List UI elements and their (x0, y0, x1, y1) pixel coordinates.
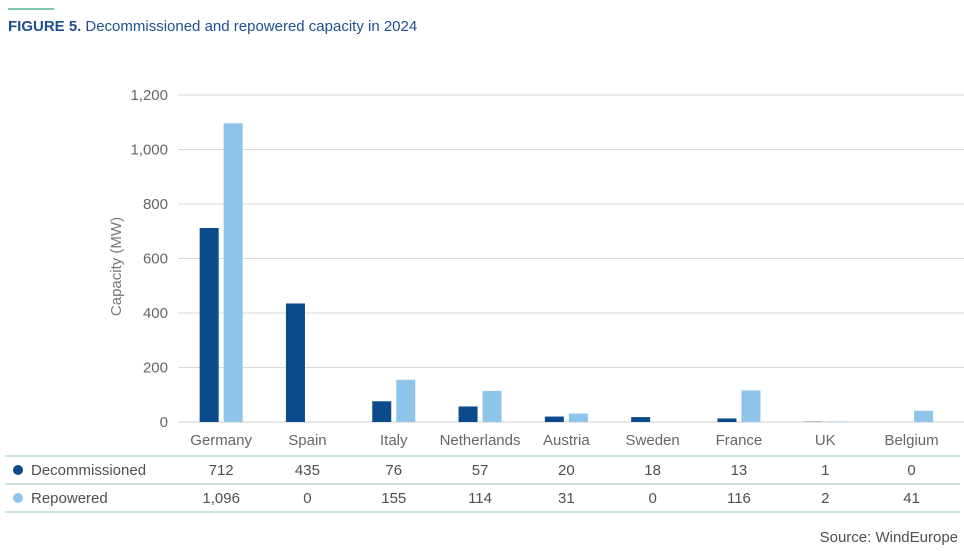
table-value: 1,096 (202, 490, 240, 507)
x-tick-label: Austria (543, 432, 590, 449)
legend-marker (13, 493, 23, 503)
table-value: 116 (727, 490, 751, 507)
table-value: 20 (558, 462, 575, 479)
x-tick-label: Belgium (884, 432, 938, 449)
source-note: Source: WindEurope (819, 529, 958, 546)
bar-repowered (482, 390, 502, 422)
x-tick-label: Spain (288, 432, 326, 449)
bar-repowered (741, 390, 761, 422)
bar-decommissioned (372, 401, 392, 422)
title-accent-rule (8, 8, 54, 10)
bar-decommissioned (199, 227, 219, 422)
y-tick-label: 1,200 (130, 87, 168, 104)
table-value: 155 (381, 490, 406, 507)
y-tick-label: 400 (143, 305, 168, 322)
bar-repowered (914, 410, 934, 422)
table-value: 712 (209, 462, 234, 479)
table-value: 435 (295, 462, 320, 479)
y-tick-label: 0 (160, 414, 168, 431)
y-tick-label: 1,000 (130, 142, 168, 159)
bar-repowered (396, 379, 416, 422)
legend-label: Repowered (31, 490, 108, 507)
bar-repowered (568, 413, 588, 422)
table-value: 0 (303, 490, 311, 507)
bar-repowered (223, 123, 243, 422)
y-tick-label: 800 (143, 196, 168, 213)
bar-decommissioned (458, 406, 478, 422)
table-value: 2 (821, 490, 829, 507)
x-tick-label: UK (815, 432, 836, 449)
bar-decommissioned (717, 418, 737, 422)
figure-label: FIGURE 5. (8, 18, 82, 35)
table-value: 31 (558, 490, 575, 507)
legend-label: Decommissioned (31, 462, 146, 479)
x-tick-label: Netherlands (440, 432, 521, 449)
table-value: 114 (468, 490, 492, 507)
table-value: 0 (648, 490, 656, 507)
y-axis-title: Capacity (MW) (108, 217, 125, 316)
x-tick-label: Italy (380, 432, 408, 449)
table-value: 41 (903, 490, 920, 507)
bar-repowered (827, 421, 847, 422)
y-tick-label: 200 (143, 360, 168, 377)
figure-title-text: Decommissioned and repowered capacity in… (85, 18, 418, 35)
legend-marker (13, 465, 23, 475)
figure-title: FIGURE 5. Decommissioned and repowered ca… (8, 18, 417, 35)
x-tick-label: France (716, 432, 763, 449)
y-tick-label: 600 (143, 251, 168, 268)
table-value: 57 (472, 462, 489, 479)
x-tick-label: Sweden (626, 432, 680, 449)
table-value: 0 (907, 462, 915, 479)
x-tick-label: Germany (190, 432, 252, 449)
table-value: 1 (821, 462, 829, 479)
table-value: 76 (385, 462, 402, 479)
table-value: 18 (644, 462, 661, 479)
bar-decommissioned (544, 416, 564, 422)
bar-decommissioned (285, 303, 305, 422)
bar-decommissioned (631, 417, 651, 422)
table-value: 13 (731, 462, 748, 479)
